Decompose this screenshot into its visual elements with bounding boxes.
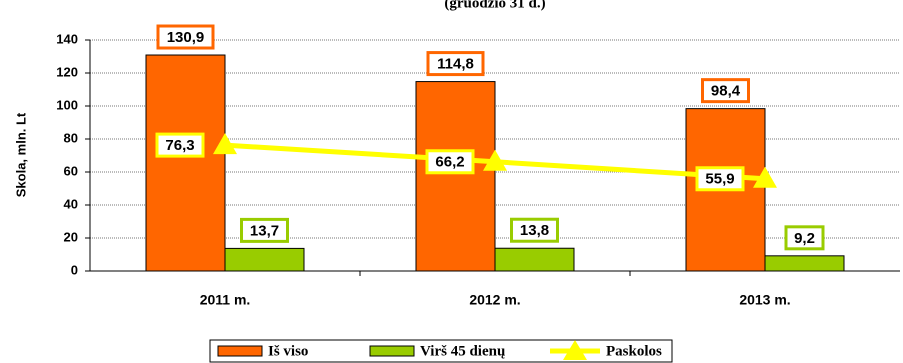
y-axis-label: Skola, mln. Lt [13,112,28,197]
y-tick-label: 120 [56,64,78,79]
marker [753,166,777,188]
data-label: 98,4 [711,83,741,100]
bar [145,54,226,272]
data-label: 55,9 [705,171,734,188]
marker [483,149,507,171]
data-label: 13,7 [250,222,279,239]
bar [494,247,575,272]
data-label: 13,8 [520,222,549,239]
data-label-box [510,217,559,243]
data-label: 66,2 [435,154,464,171]
data-label-box [426,51,485,77]
bar [224,247,305,272]
data-label-box [701,78,750,104]
data-label: 76,3 [165,137,194,154]
y-tick-label: 20 [64,229,78,244]
y-tick-label: 80 [64,130,78,145]
legend-box [209,339,673,363]
data-label: 9,2 [794,230,815,247]
x-tick-label: 2011 m. [200,292,251,308]
legend-swatch [217,345,263,357]
marker [213,133,237,155]
y-tick-label: 40 [64,196,78,211]
y-tick-label: 0 [71,262,78,277]
legend-marker [563,340,587,360]
chart-subtitle: (gruodžio 31 d.) [444,0,545,11]
legend-label: Paskolos [606,343,662,359]
data-label-box [156,24,215,50]
data-label-box [425,149,475,175]
data-label-box [784,225,825,251]
bar [415,81,496,272]
bar [764,255,845,272]
data-label-box [240,217,289,243]
legend-label: Iš viso [268,343,308,359]
x-tick-label: 2013 m. [739,292,790,308]
legend-swatch [369,345,415,357]
data-label-box [155,132,205,158]
y-tick-label: 140 [56,31,78,46]
data-label: 114,8 [437,56,474,73]
y-tick-label: 60 [64,163,78,178]
y-tick-label: 100 [56,97,78,112]
legend-label: Virš 45 dienų [420,343,505,359]
data-label: 130,9 [167,29,205,46]
x-tick-label: 2012 m. [469,292,520,308]
data-label-box [695,166,745,192]
